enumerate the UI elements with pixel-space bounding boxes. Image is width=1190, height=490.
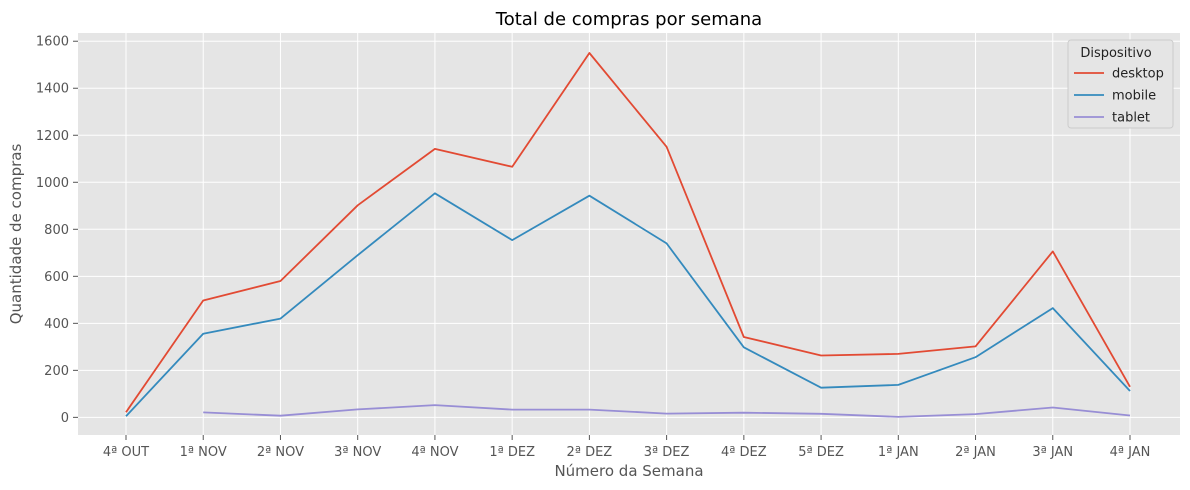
y-tick-label: 1000 [36, 176, 69, 191]
data-point-tablet [666, 413, 668, 415]
legend-title: Dispositivo [1080, 46, 1151, 61]
data-point-mobile [280, 318, 282, 320]
data-point-desktop [897, 353, 899, 355]
data-point-mobile [357, 254, 359, 256]
data-point-tablet [202, 412, 204, 414]
chart-title: Total de compras por semana [495, 9, 762, 30]
data-point-tablet [434, 404, 436, 406]
series-line-tablet [203, 404, 1131, 418]
y-tick-label: 400 [44, 317, 69, 332]
data-point-mobile [743, 346, 745, 348]
y-tick-label: 600 [44, 270, 69, 285]
data-point-desktop [202, 300, 204, 302]
y-tick-label: 200 [44, 364, 69, 379]
x-axis-ticks: 4ª OUT 1ª NOV 2ª NOV 3ª NOV 4ª NOV 1ª DEZ 2ª D… [103, 435, 1150, 460]
data-point-mobile [434, 192, 436, 194]
data-point-desktop [1052, 250, 1054, 252]
x-tick-label: 2ª JAN [955, 445, 996, 460]
data-point-tablet [897, 416, 899, 418]
y-tick-label: 1400 [36, 82, 69, 97]
data-point-desktop [975, 345, 977, 347]
data-point-tablet [357, 408, 359, 410]
legend-box [1067, 39, 1174, 129]
x-tick-label: 1ª DEZ [489, 445, 535, 460]
data-point-mobile [588, 195, 590, 197]
data-point-tablet [975, 413, 977, 415]
legend-label-desktop: desktop [1112, 67, 1164, 82]
x-tick-label: 4ª JAN [1110, 445, 1151, 460]
plot-area [78, 33, 1180, 435]
data-point-mobile [975, 356, 977, 358]
data-point-tablet [1052, 407, 1054, 409]
data-point-tablet [743, 412, 745, 414]
data-point-mobile [511, 239, 513, 241]
y-tick-label: 1600 [36, 35, 69, 50]
grid-lines [78, 33, 1180, 435]
x-axis-label: Número da Semana [554, 462, 703, 480]
y-tick-label: 800 [44, 223, 69, 238]
x-tick-label: 1ª JAN [878, 445, 919, 460]
y-axis-label: Quantidade de compras [7, 144, 25, 325]
x-tick-label: 5ª DEZ [798, 445, 844, 460]
x-tick-label: 2ª DEZ [567, 445, 613, 460]
data-point-mobile [125, 415, 127, 417]
series-line-desktop [125, 52, 1131, 413]
data-point-desktop [1129, 386, 1131, 388]
x-tick-label: 2ª NOV [257, 445, 304, 460]
data-point-tablet [280, 415, 282, 417]
data-point-mobile [202, 333, 204, 335]
data-point-tablet [1129, 415, 1131, 417]
data-point-desktop [125, 411, 127, 413]
x-tick-label: 3ª NOV [334, 445, 381, 460]
data-point-desktop [511, 166, 513, 168]
data-point-mobile [820, 387, 822, 389]
data-point-mobile [1129, 390, 1131, 392]
y-tick-label: 1200 [36, 129, 69, 144]
data-point-mobile [1052, 307, 1054, 309]
legend-label-tablet: tablet [1112, 111, 1150, 126]
x-tick-label: 4ª OUT [103, 445, 149, 460]
data-point-tablet [820, 413, 822, 415]
legend: Dispositivo desktop mobile tablet [1067, 39, 1174, 129]
data-point-mobile [897, 384, 899, 386]
x-tick-label: 4ª NOV [411, 445, 458, 460]
legend-label-mobile: mobile [1112, 89, 1156, 104]
data-point-desktop [434, 148, 436, 150]
data-point-desktop [588, 52, 590, 54]
data-point-desktop [280, 280, 282, 282]
data-point-mobile [666, 243, 668, 245]
x-tick-label: 1ª NOV [180, 445, 227, 460]
data-point-desktop [743, 336, 745, 338]
series-line-mobile [125, 192, 1131, 417]
legend-entries: desktop mobile tablet [1074, 67, 1164, 126]
data-point-desktop [357, 204, 359, 206]
x-tick-label: 3ª JAN [1032, 445, 1073, 460]
x-tick-label: 3ª DEZ [644, 445, 690, 460]
y-axis-ticks: 0 200 400 600 800 1000 1200 1400 1600 [36, 35, 78, 426]
data-point-tablet [511, 409, 513, 411]
data-point-tablet [588, 409, 590, 411]
x-tick-label: 4ª DEZ [721, 445, 767, 460]
y-tick-label: 0 [61, 411, 69, 426]
series-lines [125, 52, 1131, 418]
data-point-desktop [820, 355, 822, 357]
data-point-desktop [666, 146, 668, 148]
